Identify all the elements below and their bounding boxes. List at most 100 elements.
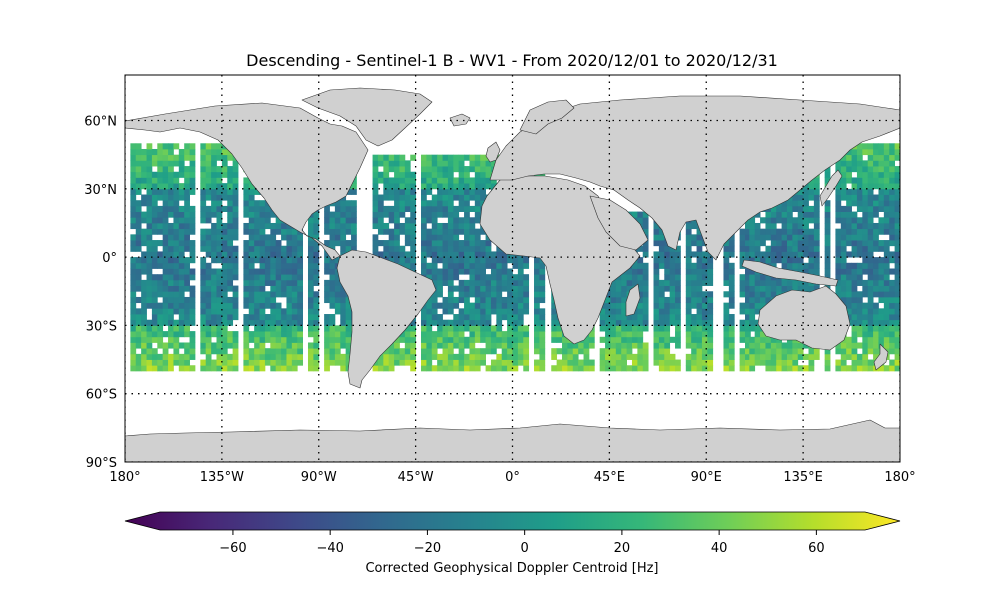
doppler-cell [862,148,869,156]
doppler-cell [851,268,858,275]
doppler-cell [474,274,481,281]
doppler-cell [610,302,617,309]
doppler-cell [286,325,293,332]
doppler-cell [248,217,255,224]
doppler-cell [862,211,869,218]
doppler-cell [701,319,708,326]
doppler-cell [329,240,336,247]
doppler-cell [664,262,671,269]
doppler-cell [157,171,164,178]
doppler-cell [883,183,890,190]
doppler-cell [883,217,890,224]
doppler-cell [840,342,847,349]
doppler-cell [383,166,390,173]
doppler-cell [345,325,352,332]
doppler-cell [490,183,497,190]
doppler-cell [642,268,649,275]
doppler-cell [615,274,622,281]
doppler-cell [776,257,782,264]
doppler-cell [739,336,746,343]
doppler-cell [404,160,411,167]
doppler-cell [599,365,606,372]
doppler-cell [501,314,508,321]
doppler-cell [173,348,180,355]
doppler-cell [894,342,900,349]
doppler-cell [637,285,644,292]
doppler-cell [399,183,406,190]
doppler-cell [723,291,730,298]
doppler-cell [534,308,540,315]
doppler-cell [637,314,644,321]
doppler-cell [259,319,266,326]
doppler-cell [254,240,260,247]
doppler-cell [723,331,730,338]
doppler-cell [453,262,460,269]
doppler-cell [200,188,207,195]
doppler-cell [151,274,158,281]
doppler-cell [275,331,282,338]
doppler-cell [653,319,660,326]
doppler-cell [248,291,255,298]
doppler-cell [447,325,454,332]
doppler-cell [754,319,761,326]
doppler-cell [878,148,885,156]
doppler-cell [480,296,486,304]
doppler-cell [248,188,255,195]
doppler-cell [399,160,406,167]
doppler-cell [469,183,476,190]
doppler-cell [867,359,874,366]
doppler-cell [421,188,427,195]
doppler-cell [469,359,476,366]
doppler-cell [431,205,438,212]
doppler-cell [840,359,847,366]
doppler-cell [334,205,341,212]
doppler-cell [840,160,847,167]
doppler-cell [270,359,277,366]
doppler-cell [157,353,164,360]
doppler-cell [846,353,852,360]
doppler-cell [426,359,433,366]
doppler-cell [437,160,443,167]
doppler-cell [894,177,900,184]
doppler-cell [523,296,530,304]
doppler-cell [227,257,234,264]
doppler-cell [377,177,384,184]
doppler-cell [658,314,665,321]
doppler-cell [281,274,287,281]
doppler-cell [458,200,465,207]
doppler-cell [254,217,260,224]
doppler-cell [383,251,390,258]
doppler-cell [469,279,476,286]
doppler-cell [723,353,730,360]
doppler-cell [447,302,454,309]
doppler-cell [786,342,793,349]
doppler-cell [867,160,874,167]
doppler-cell [490,274,497,281]
doppler-cell [453,245,460,252]
doppler-cell [867,245,874,252]
doppler-cell [642,222,649,230]
doppler-cell [410,217,417,224]
doppler-cell [728,268,735,275]
doppler-cell [151,240,158,247]
doppler-cell [421,205,427,212]
doppler-cell [480,245,486,252]
doppler-cell [130,188,137,195]
doppler-cell [653,228,660,235]
doppler-cell [399,177,406,184]
doppler-cell [894,166,900,173]
doppler-cell [442,234,449,241]
doppler-cell [135,200,142,207]
doppler-cell [216,268,223,275]
doppler-cell [307,296,314,304]
doppler-cell [135,325,142,332]
doppler-cell [205,342,212,349]
doppler-cell [894,331,900,338]
doppler-cell [291,365,298,372]
doppler-cell [610,319,617,326]
doppler-cell [517,319,524,326]
doppler-cell [135,359,142,366]
doppler-cell [862,251,869,258]
doppler-cell [178,257,185,264]
doppler-cell [388,353,395,360]
